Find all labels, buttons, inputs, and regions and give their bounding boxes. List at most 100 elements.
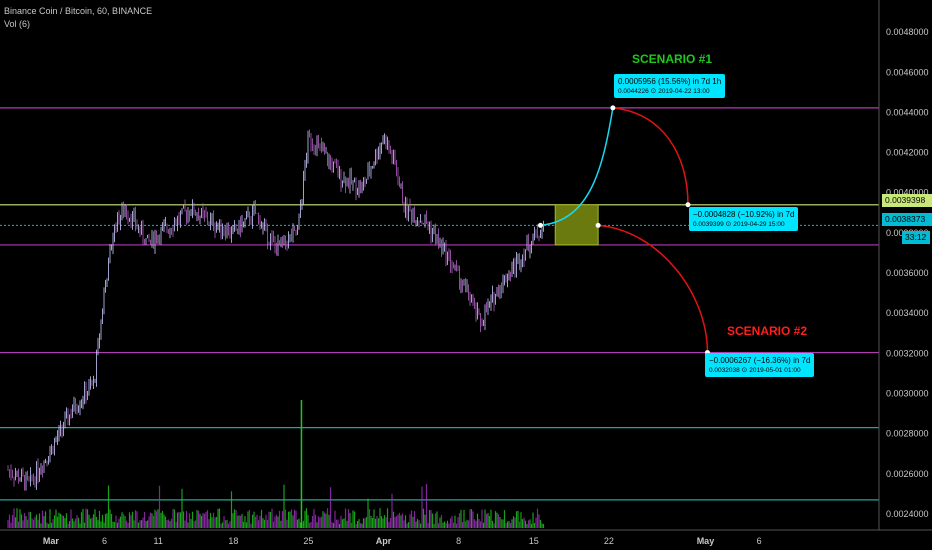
volume-bar xyxy=(406,523,408,528)
volume-bar xyxy=(401,513,404,528)
volume-bar xyxy=(149,512,152,528)
volume-bar xyxy=(472,511,474,528)
time-axis[interactable]: Mar 6 11 18 25 Apr 8 15 22 May 6 xyxy=(43,536,762,546)
volume-bar xyxy=(146,520,149,528)
volume-bar xyxy=(340,515,342,528)
volume-bar xyxy=(52,519,54,528)
volume-bar xyxy=(331,522,333,528)
volume-bar xyxy=(229,521,231,528)
volume-bar xyxy=(374,518,377,528)
volume-bar xyxy=(506,521,509,528)
volume-bar xyxy=(211,517,213,528)
volume-bar xyxy=(148,516,150,528)
volume-bar xyxy=(382,518,384,528)
y-tick-label: 0.0042000 xyxy=(886,148,929,158)
volume-bar xyxy=(128,512,131,528)
volume-bar xyxy=(8,514,11,528)
volume-bar xyxy=(407,522,410,528)
volume-bar xyxy=(308,522,311,528)
volume-bar xyxy=(74,518,77,528)
volume-bar xyxy=(197,510,200,528)
volume-bar xyxy=(64,518,66,528)
volume-bar xyxy=(300,400,303,528)
volume-bar xyxy=(218,508,221,528)
scenario1-tooltip[interactable]: 0.0005956 (15.56%) in 7d 1h 0.0044226 ⊙ … xyxy=(614,74,726,98)
volume-bar xyxy=(11,515,14,528)
volume-bar xyxy=(167,519,170,528)
middle-tooltip[interactable]: −0.0004828 (−10.92%) in 7d 0.0039399 ⊙ 2… xyxy=(689,207,799,231)
volume-bar xyxy=(494,511,497,528)
volume-bar xyxy=(232,513,234,528)
volume-bar xyxy=(164,516,167,528)
volume-bar xyxy=(527,520,530,528)
volume-bar xyxy=(392,511,395,528)
x-tick-label: 18 xyxy=(228,536,238,546)
volume-bar xyxy=(131,511,134,528)
scenario1-tooltip-price: 0.0044226 xyxy=(618,88,649,95)
volume-bar xyxy=(98,510,101,528)
volume-bar xyxy=(344,508,347,528)
bar-countdown-tag: 33:12 xyxy=(902,231,930,244)
volume-bar xyxy=(368,509,371,528)
curve-endpoint-dot xyxy=(595,222,601,228)
volume-bar xyxy=(256,514,258,528)
volume-bar xyxy=(425,484,428,528)
volume-bar xyxy=(124,516,126,528)
volume-bar xyxy=(517,510,519,528)
volume-bar xyxy=(266,520,269,528)
volume-bar xyxy=(295,510,297,528)
volume-bar xyxy=(413,511,416,528)
volume-label: Vol (6) xyxy=(4,19,31,29)
volume-bar xyxy=(142,517,144,528)
volume-bar xyxy=(434,513,437,528)
volume-bar xyxy=(469,509,471,528)
x-tick-label: 6 xyxy=(757,536,762,546)
volume-bar xyxy=(391,493,393,528)
volume-bar xyxy=(473,519,476,528)
volume-bar xyxy=(82,508,84,528)
x-tick-label: May xyxy=(697,536,715,546)
volume-bar xyxy=(476,513,479,528)
volume-bar xyxy=(370,515,372,528)
volume-bar xyxy=(16,508,18,528)
volume-bar xyxy=(404,515,407,528)
projection-box[interactable] xyxy=(554,204,599,246)
volume-bar xyxy=(262,518,264,528)
volume-bar xyxy=(79,523,81,528)
scenario2-curve[interactable] xyxy=(598,224,709,353)
volume-bar xyxy=(521,519,524,528)
middle-curve[interactable] xyxy=(612,107,689,205)
y-tick-label: 0.0046000 xyxy=(886,67,929,77)
volume-bar xyxy=(220,523,222,528)
volume-bar xyxy=(388,522,390,528)
volume-bar xyxy=(281,511,284,528)
volume-bar xyxy=(497,514,500,528)
y-tick-label: 0.0024000 xyxy=(886,509,929,519)
scenario1-curve[interactable] xyxy=(540,107,614,227)
volume-bar xyxy=(95,516,98,528)
volume-bar xyxy=(380,516,383,528)
volume-bar xyxy=(323,512,326,528)
volume-bar xyxy=(257,520,260,528)
volume-bar xyxy=(235,510,237,528)
volume-bar xyxy=(190,519,192,528)
volume-bar xyxy=(373,509,375,528)
volume-bar xyxy=(482,522,485,528)
volume-bar xyxy=(31,518,33,528)
chart-title: Binance Coin / Bitcoin, 60, BINANCE xyxy=(4,6,153,16)
volume-bar xyxy=(515,511,518,528)
volume-bar xyxy=(73,521,75,528)
volume-bar xyxy=(502,519,504,528)
volume-bar xyxy=(524,520,527,528)
volume-bar xyxy=(14,517,17,528)
curve-endpoint-dot xyxy=(610,105,616,111)
volume-bar xyxy=(188,513,191,528)
volume-bar xyxy=(343,518,345,528)
volume-bar xyxy=(172,508,174,528)
y-tick-label: 0.0034000 xyxy=(886,308,929,318)
volume-bar xyxy=(125,520,128,528)
scenario2-tooltip[interactable]: −0.0006267 (−16.36%) in 7d 0.0032038 ⊙ 2… xyxy=(705,353,815,377)
volume-bar xyxy=(19,509,21,528)
